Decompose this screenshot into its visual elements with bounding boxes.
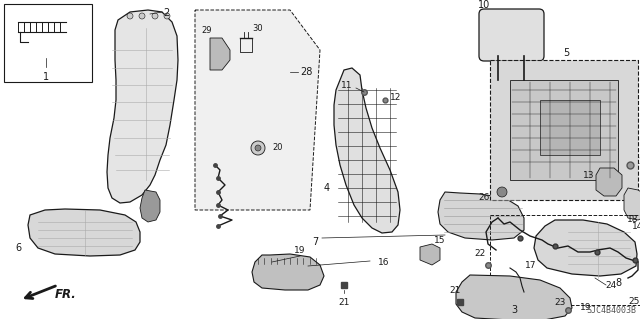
Bar: [510, 80, 618, 180]
Text: 30: 30: [252, 24, 262, 33]
Text: 27: 27: [638, 158, 640, 167]
Text: 10: 10: [478, 0, 490, 10]
Polygon shape: [624, 188, 640, 220]
Text: 4: 4: [324, 183, 330, 193]
Text: 1: 1: [43, 72, 49, 82]
Bar: [4, 4, 92, 82]
Text: 6: 6: [16, 243, 22, 253]
FancyBboxPatch shape: [479, 9, 544, 61]
Text: 8: 8: [615, 278, 621, 288]
Polygon shape: [596, 168, 622, 196]
Text: FR.: FR.: [55, 287, 77, 300]
Text: 19: 19: [294, 246, 306, 255]
Circle shape: [127, 13, 133, 19]
Polygon shape: [252, 254, 324, 290]
Text: 18: 18: [627, 215, 638, 224]
Text: 3: 3: [511, 305, 517, 315]
Circle shape: [152, 13, 158, 19]
Text: 22: 22: [474, 249, 486, 258]
Text: 16: 16: [378, 258, 390, 267]
Text: 11: 11: [340, 80, 352, 90]
Text: 12: 12: [390, 93, 401, 101]
Circle shape: [139, 13, 145, 19]
Text: 15: 15: [435, 236, 445, 245]
Circle shape: [164, 13, 170, 19]
Text: 13: 13: [582, 170, 594, 180]
Polygon shape: [107, 10, 178, 203]
Text: 14: 14: [632, 222, 640, 231]
Polygon shape: [195, 10, 320, 210]
Polygon shape: [334, 68, 400, 233]
Polygon shape: [210, 38, 230, 70]
Bar: [540, 100, 600, 155]
Text: 26: 26: [479, 194, 490, 203]
Polygon shape: [534, 220, 637, 276]
Text: 2: 2: [163, 8, 169, 18]
Text: 17: 17: [525, 261, 536, 270]
Text: 25: 25: [628, 298, 639, 307]
Text: 21: 21: [449, 286, 461, 295]
Polygon shape: [140, 190, 160, 222]
Text: 7: 7: [312, 237, 318, 247]
Text: 19: 19: [580, 303, 591, 313]
Text: 5: 5: [563, 48, 569, 58]
Text: 20: 20: [272, 144, 282, 152]
Polygon shape: [420, 244, 440, 265]
Text: 29: 29: [202, 26, 212, 35]
Polygon shape: [438, 192, 524, 240]
Circle shape: [497, 187, 507, 197]
Polygon shape: [456, 275, 572, 319]
Text: 23: 23: [554, 298, 566, 307]
Circle shape: [251, 141, 265, 155]
Text: 28: 28: [300, 67, 312, 77]
Circle shape: [255, 145, 261, 151]
Text: 24: 24: [605, 280, 616, 290]
Bar: [490, 215, 640, 305]
Polygon shape: [28, 209, 140, 256]
Text: SJC4B4003B: SJC4B4003B: [586, 306, 636, 315]
Bar: [490, 60, 638, 200]
Text: 21: 21: [339, 298, 349, 307]
